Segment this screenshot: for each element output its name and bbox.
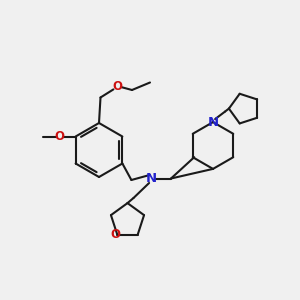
Text: O: O: [54, 130, 64, 143]
Text: N: N: [207, 116, 219, 129]
Text: O: O: [111, 228, 121, 241]
Text: N: N: [146, 172, 157, 185]
Text: O: O: [112, 80, 122, 94]
